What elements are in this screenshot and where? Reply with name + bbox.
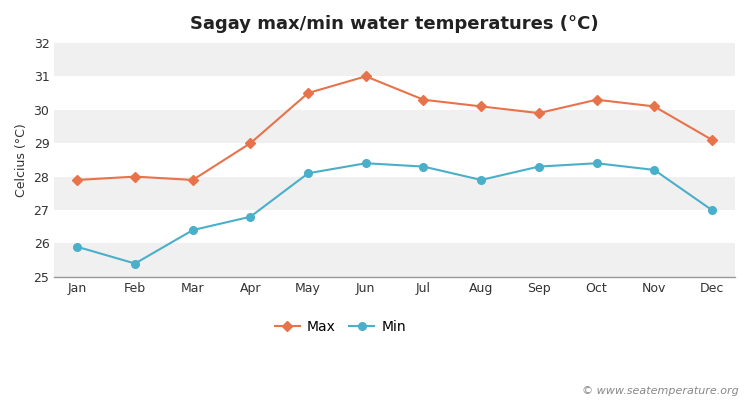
Min bbox=[477, 178, 486, 182]
Min bbox=[188, 228, 197, 232]
Bar bbox=[54, 177, 735, 210]
Min bbox=[419, 164, 428, 169]
Min bbox=[246, 214, 255, 219]
Y-axis label: Celcius (°C): Celcius (°C) bbox=[15, 123, 28, 197]
Max bbox=[73, 178, 82, 182]
Max bbox=[592, 97, 601, 102]
Text: © www.seatemperature.org: © www.seatemperature.org bbox=[582, 386, 739, 396]
Min bbox=[73, 244, 82, 249]
Max bbox=[477, 104, 486, 109]
Bar bbox=[54, 110, 735, 143]
Max bbox=[650, 104, 658, 109]
Bar bbox=[54, 76, 735, 110]
Min bbox=[130, 261, 140, 266]
Line: Min: Min bbox=[74, 160, 716, 267]
Max bbox=[419, 97, 428, 102]
Max bbox=[188, 178, 197, 182]
Min bbox=[592, 161, 601, 166]
Bar bbox=[54, 143, 735, 177]
Max bbox=[534, 111, 543, 116]
Min bbox=[304, 171, 313, 176]
Max bbox=[130, 174, 140, 179]
Max bbox=[707, 138, 716, 142]
Max bbox=[246, 141, 255, 146]
Min bbox=[707, 208, 716, 212]
Min bbox=[362, 161, 370, 166]
Min bbox=[650, 168, 658, 172]
Min bbox=[534, 164, 543, 169]
Legend: Max, Min: Max, Min bbox=[269, 314, 412, 339]
Line: Max: Max bbox=[74, 73, 716, 184]
Max bbox=[362, 74, 370, 79]
Bar bbox=[54, 210, 735, 244]
Max bbox=[304, 91, 313, 96]
Bar bbox=[54, 43, 735, 76]
Bar bbox=[54, 244, 735, 277]
Title: Sagay max/min water temperatures (°C): Sagay max/min water temperatures (°C) bbox=[190, 15, 599, 33]
